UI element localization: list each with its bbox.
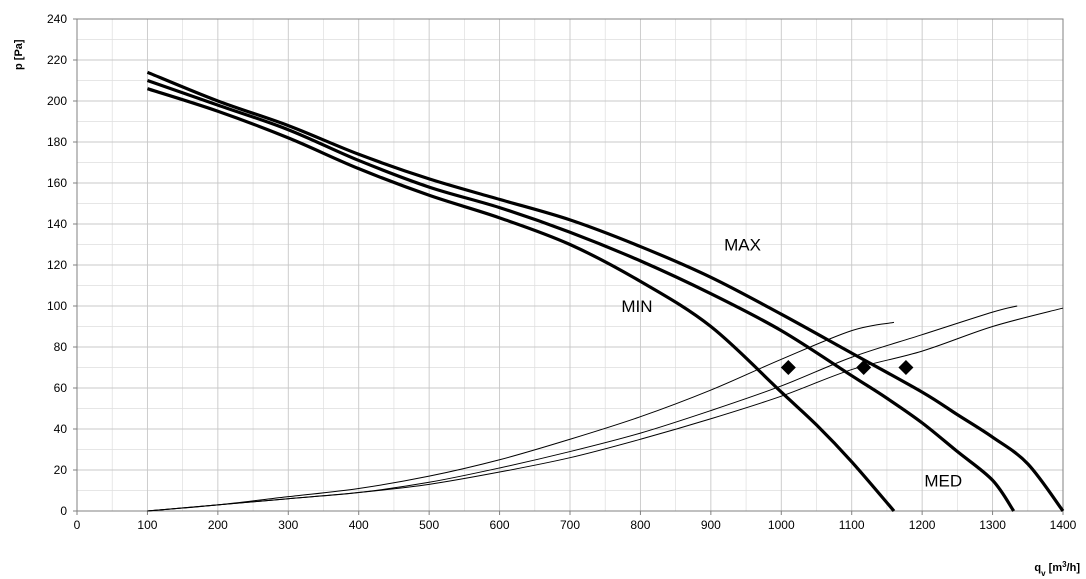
system-curve-line (147, 307, 1064, 512)
fan-curves (146, 70, 1065, 513)
y-tick-label: 60 (54, 381, 68, 395)
y-tick-label: 180 (47, 135, 67, 149)
y-tick-label: 80 (54, 340, 68, 354)
y-tick-label: 240 (47, 12, 67, 26)
operating-point-marker (898, 360, 914, 375)
curve-label-med: MED (924, 471, 962, 490)
x-tick-label: 900 (701, 518, 721, 532)
curve-label-max: MAX (724, 236, 761, 255)
y-tick-label: 0 (60, 504, 67, 518)
axes (73, 18, 1064, 515)
y-tick-label: 140 (47, 217, 67, 231)
y-tick-label: 200 (47, 94, 67, 108)
y-tick-label: 120 (47, 258, 67, 272)
x-tick-label: 400 (349, 518, 369, 532)
fan-curve-med (146, 78, 1016, 512)
x-tick-label: 800 (630, 518, 650, 532)
system-curves (147, 305, 1064, 512)
operating-point-marker (856, 360, 872, 375)
plot-frame (76, 18, 1064, 512)
curve-labels: MAX MIN MED (621, 236, 962, 491)
x-tick-label: 1000 (768, 518, 795, 532)
y-tick-label: 160 (47, 176, 67, 190)
x-tick-label: 1300 (979, 518, 1006, 532)
x-tick-label: 300 (278, 518, 298, 532)
fan-curve-min (146, 87, 896, 513)
x-tick-label: 1200 (909, 518, 936, 532)
x-tick-label: 600 (490, 518, 510, 532)
operating-points (780, 360, 914, 375)
curve-label-min: MIN (621, 297, 652, 316)
y-tick-label: 40 (54, 422, 68, 436)
x-axis-title: qv [m3/h] (1034, 560, 1080, 578)
y-axis-title: p [Pa] (13, 39, 25, 70)
x-tick-label: 1100 (839, 518, 865, 532)
x-tick-label: 200 (208, 518, 228, 532)
y-tick-label: 20 (54, 463, 68, 477)
system-curve-line (147, 321, 895, 512)
y-tick-labels: 0 20 40 60 80 100 120 140 160 180 200 220 240 (47, 12, 67, 518)
major-gridlines (76, 18, 1064, 512)
operating-point-marker (780, 360, 796, 375)
x-tick-label: 700 (560, 518, 580, 532)
fan-curve-max (146, 70, 1065, 512)
x-tick-label: 1400 (1050, 518, 1077, 532)
x-tick-label: 100 (137, 518, 157, 532)
x-tick-label: 0 (74, 518, 81, 532)
y-tick-label: 220 (47, 53, 67, 67)
x-tick-label: 500 (419, 518, 439, 532)
x-tick-labels: 0 100 200 300 400 500 600 700 800 900 1000 1100 1200… (74, 518, 1077, 532)
y-tick-label: 100 (47, 299, 67, 313)
